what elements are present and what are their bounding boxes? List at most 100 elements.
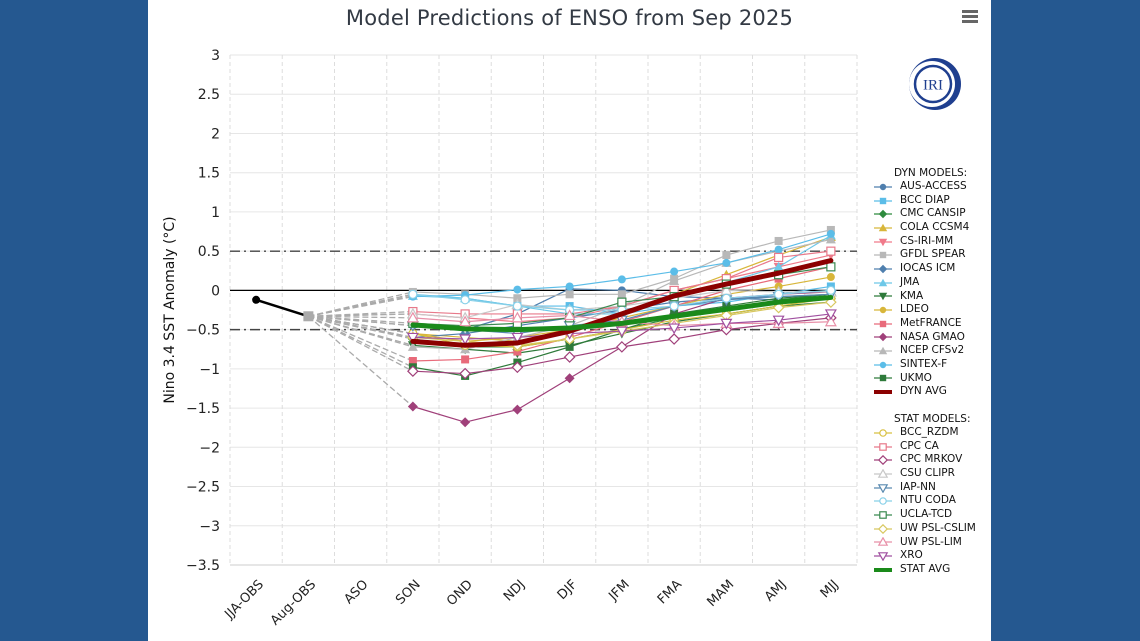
legend-item[interactable]: NASA GMAO — [862, 331, 976, 345]
series-stat-avg[interactable] — [410, 294, 834, 333]
data-point[interactable] — [826, 273, 835, 282]
data-point[interactable] — [617, 290, 626, 299]
legend-item[interactable]: UW PSL-LIM — [862, 536, 976, 550]
data-point[interactable] — [774, 236, 783, 245]
data-point[interactable] — [565, 290, 574, 299]
data-point[interactable] — [774, 289, 784, 299]
legend-item[interactable]: IAP-NN — [862, 481, 976, 495]
hamburger-menu-icon[interactable] — [962, 10, 978, 24]
data-point[interactable] — [408, 289, 418, 299]
square-marker-icon — [874, 197, 892, 204]
data-point[interactable] — [459, 367, 471, 380]
data-point[interactable] — [459, 315, 472, 327]
legend-item[interactable]: IOCAS ICM — [862, 262, 976, 276]
legend-item[interactable]: BCC DIAP — [862, 194, 976, 208]
data-point[interactable] — [826, 229, 835, 238]
data-point[interactable] — [513, 285, 522, 294]
data-point[interactable] — [668, 323, 681, 335]
data-point[interactable] — [408, 357, 417, 365]
data-point[interactable] — [406, 311, 419, 323]
legend-item[interactable]: CPC CA — [862, 440, 976, 454]
data-point[interactable] — [617, 297, 627, 307]
series-xro[interactable] — [406, 309, 837, 346]
data-point[interactable] — [252, 295, 261, 304]
series-line[interactable] — [410, 258, 834, 348]
data-point[interactable] — [512, 301, 522, 311]
data-point[interactable] — [564, 373, 575, 384]
series-line[interactable] — [410, 294, 834, 333]
data-point[interactable] — [615, 326, 628, 338]
legend-marker — [878, 238, 888, 246]
legend-item[interactable]: CMC CANSIP — [862, 207, 976, 221]
legend-item[interactable]: NTU CODA — [862, 494, 976, 508]
data-point[interactable] — [722, 251, 731, 260]
legend-item[interactable]: UCLA-TCD — [862, 508, 976, 522]
data-point[interactable] — [565, 342, 574, 351]
data-point[interactable] — [670, 267, 679, 276]
legend-item[interactable]: AUS-ACCESS — [862, 180, 976, 194]
data-point[interactable] — [772, 315, 785, 327]
observed-line[interactable] — [255, 298, 309, 318]
legend-item[interactable]: XRO — [862, 549, 976, 563]
data-point[interactable] — [617, 275, 626, 284]
data-point[interactable] — [774, 252, 784, 263]
series-observed[interactable] — [252, 295, 314, 322]
triangle-marker-icon — [874, 346, 892, 355]
data-point[interactable] — [512, 404, 523, 415]
data-point[interactable] — [460, 417, 471, 428]
data-point[interactable] — [669, 275, 680, 285]
data-point[interactable] — [407, 341, 418, 351]
data-point[interactable] — [773, 261, 784, 271]
data-point[interactable] — [826, 285, 836, 295]
legend-item[interactable]: CSU CLIPR — [862, 467, 976, 481]
data-point[interactable] — [303, 311, 314, 322]
legend-item[interactable]: BCC_RZDM — [862, 426, 976, 440]
data-point[interactable] — [406, 332, 419, 344]
data-point[interactable] — [407, 365, 419, 378]
data-point[interactable] — [722, 302, 731, 311]
data-point[interactable] — [563, 309, 576, 321]
legend-item[interactable]: JMA — [862, 276, 976, 290]
data-point[interactable] — [721, 293, 731, 303]
data-point[interactable] — [513, 347, 522, 356]
data-point[interactable] — [511, 311, 524, 323]
data-point[interactable] — [826, 246, 836, 256]
series-dyn-avg[interactable] — [410, 258, 834, 348]
legend-item[interactable]: UKMO — [862, 372, 976, 386]
data-point[interactable] — [460, 295, 470, 305]
data-point[interactable] — [722, 258, 731, 267]
data-point[interactable] — [563, 351, 576, 363]
data-point[interactable] — [772, 301, 785, 314]
data-point[interactable] — [511, 361, 524, 374]
legend-marker — [879, 197, 887, 204]
legend-item[interactable]: CS-IRI-MM — [862, 235, 976, 249]
data-point[interactable] — [668, 333, 680, 345]
data-point[interactable] — [511, 332, 524, 344]
data-point[interactable] — [826, 262, 836, 272]
legend-item[interactable]: SINTEX-F — [862, 358, 976, 372]
data-point[interactable] — [720, 318, 733, 330]
legend-item[interactable]: MetFRANCE — [862, 317, 976, 331]
legend-item[interactable]: CPC MRKOV — [862, 453, 976, 467]
data-point[interactable] — [774, 245, 783, 254]
legend-item[interactable]: LDEO — [862, 303, 976, 317]
data-point[interactable] — [824, 309, 837, 321]
legend-item[interactable]: COLA CCSM4 — [862, 221, 976, 235]
legend-item[interactable]: NCEP CFSv2 — [862, 344, 976, 358]
legend-item[interactable]: STAT AVG — [862, 563, 976, 577]
y-tick-label: −2.5 — [186, 480, 220, 496]
legend-item[interactable]: GFDL SPEAR — [862, 248, 976, 262]
data-point[interactable] — [824, 315, 837, 327]
data-point[interactable] — [513, 294, 522, 303]
data-point[interactable] — [825, 234, 836, 244]
legend-item[interactable]: UW PSL-CSLIM — [862, 522, 976, 536]
data-point[interactable] — [616, 341, 628, 353]
legend-item[interactable]: DYN AVG — [862, 385, 976, 399]
data-point[interactable] — [407, 401, 418, 412]
data-point[interactable] — [565, 282, 574, 291]
data-point[interactable] — [461, 355, 470, 364]
data-point[interactable] — [669, 301, 679, 311]
triangle-down-marker-icon — [874, 483, 892, 493]
data-point[interactable] — [459, 334, 472, 346]
legend-item[interactable]: KMA — [862, 290, 976, 304]
